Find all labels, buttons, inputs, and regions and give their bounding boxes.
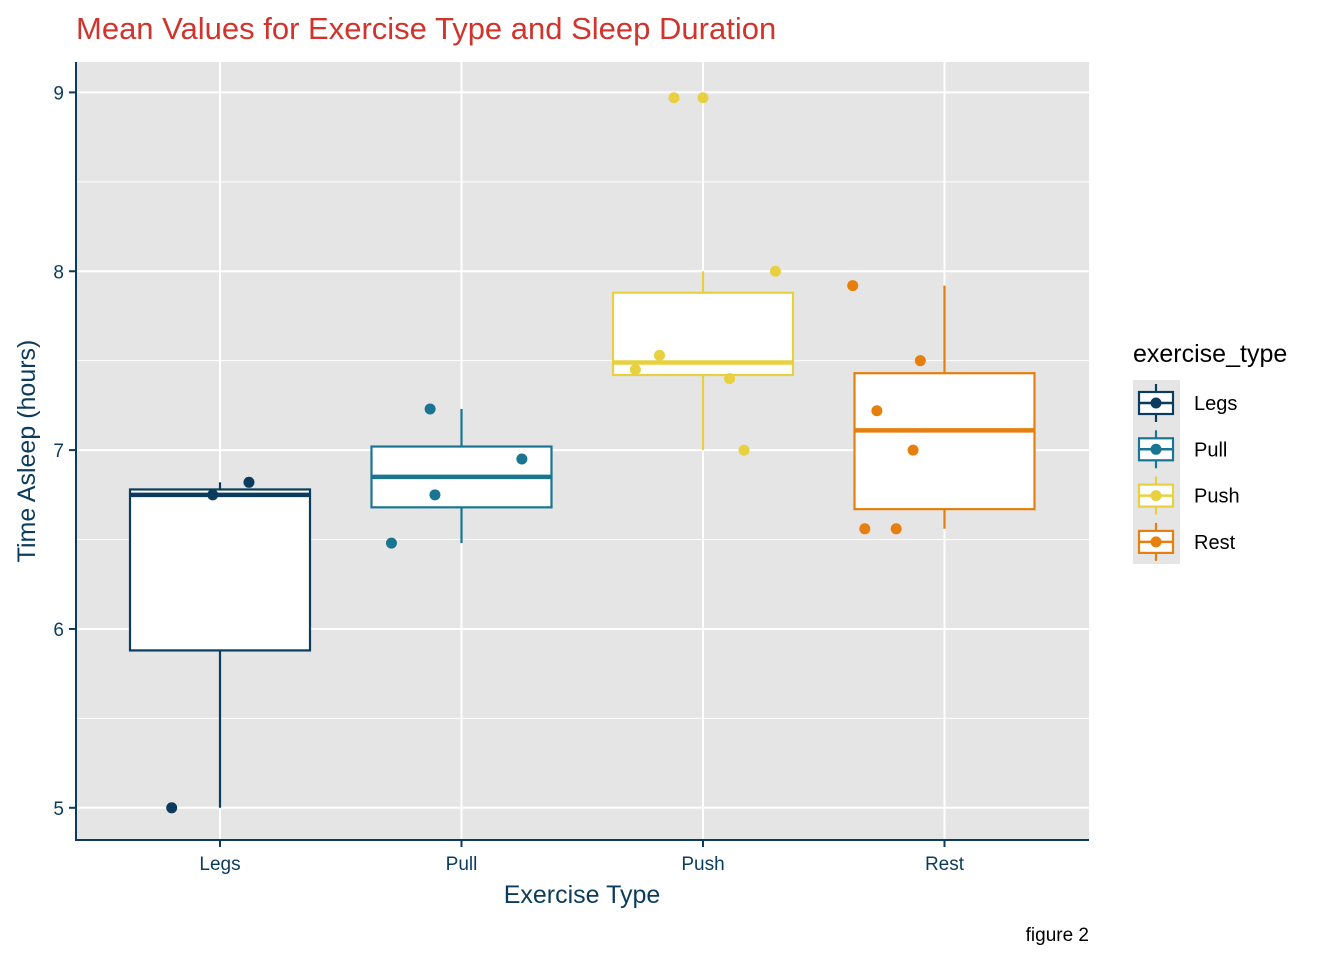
legend: exercise_type Legs Pull Push Rest [1133, 340, 1287, 564]
figure-caption: figure 2 [1026, 925, 1089, 946]
y-tick-label: 6 [53, 620, 64, 641]
point-legs [207, 489, 219, 501]
point-rest [890, 523, 902, 535]
boxes [128, 271, 1036, 808]
point-push [697, 92, 709, 104]
box-rest [853, 285, 1036, 529]
y-tick-label: 8 [53, 262, 64, 283]
data-points [166, 92, 926, 814]
point-rest [907, 444, 919, 456]
point-rest [847, 280, 859, 292]
point-legs [166, 802, 178, 814]
box-push [611, 271, 795, 451]
legend-key-push [1137, 476, 1175, 515]
legend-key-pull [1137, 430, 1175, 469]
point-pull [516, 453, 528, 465]
point-pull [385, 537, 397, 549]
y-tick-label: 9 [53, 83, 64, 104]
legend-label: Legs [1194, 393, 1237, 415]
point-legs [243, 476, 255, 488]
point-pull [429, 489, 441, 501]
x-tick-label: Legs [199, 854, 240, 875]
legend-title: exercise_type [1133, 340, 1287, 368]
point-push [629, 364, 641, 376]
legend-label: Push [1194, 486, 1240, 508]
point-push [724, 373, 736, 385]
point-rest [914, 355, 926, 367]
point-push [668, 92, 680, 104]
legend-key-rest [1137, 522, 1175, 561]
legend-label: Rest [1194, 532, 1236, 554]
y-tick-label: 5 [53, 799, 64, 820]
y-axis-title: Time Asleep (hours) [13, 340, 41, 563]
legend-point [1150, 490, 1162, 502]
point-push [738, 444, 750, 456]
point-pull [424, 403, 436, 415]
y-tick-label: 7 [53, 441, 64, 462]
axes: 5 6 7 8 9 Legs Pull Push Rest [53, 62, 1089, 875]
legend-point [1150, 443, 1162, 455]
legend-key-legs [1137, 384, 1175, 422]
point-push [654, 349, 666, 361]
point-rest [871, 405, 883, 417]
box-legs [128, 482, 312, 808]
point-push [769, 265, 781, 277]
x-axis-title: Exercise Type [504, 881, 661, 909]
legend-point [1150, 536, 1162, 548]
box-iqr [853, 372, 1036, 511]
x-tick-label: Push [681, 854, 724, 875]
x-tick-label: Rest [925, 854, 965, 875]
chart-title: Mean Values for Exercise Type and Sleep … [76, 11, 776, 46]
legend-label: Pull [1194, 439, 1227, 461]
point-rest [859, 523, 871, 535]
x-tick-label: Pull [446, 854, 478, 875]
box-iqr [128, 488, 312, 652]
legend-point [1150, 397, 1162, 409]
